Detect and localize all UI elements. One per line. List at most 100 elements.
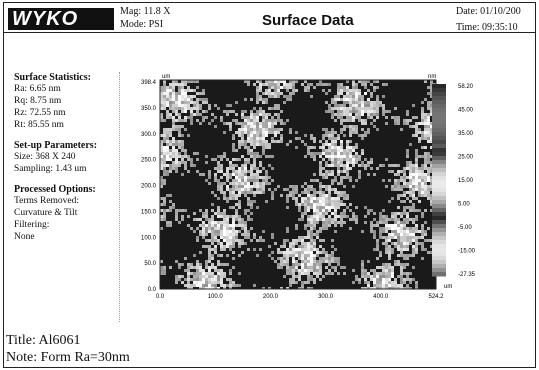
surface-pixel	[262, 119, 265, 122]
surface-pixel	[217, 164, 220, 167]
surface-pixel	[211, 284, 214, 287]
surface-pixel	[301, 197, 304, 200]
surface-pixel	[415, 128, 418, 131]
surface-pixel	[319, 239, 322, 242]
surface-pixel	[298, 209, 301, 212]
surface-pixel	[331, 221, 334, 224]
surface-pixel	[409, 254, 412, 257]
surface-pixel	[163, 212, 166, 215]
surface-pixel	[352, 95, 355, 98]
surface-pixel	[208, 182, 211, 185]
surface-pixel	[226, 218, 229, 221]
surface-pixel	[265, 113, 268, 116]
surface-pixel	[400, 230, 403, 233]
surface-pixel	[376, 242, 379, 245]
surface-pixel	[370, 92, 373, 95]
surface-pixel	[379, 287, 382, 289]
surface-pixel	[340, 200, 343, 203]
surface-pixel	[412, 164, 415, 167]
scale-tick-label: 5.00	[458, 202, 470, 208]
surface-pixel	[268, 254, 271, 257]
surface-pixel	[355, 113, 358, 116]
surface-pixel	[331, 200, 334, 203]
surface-pixel	[331, 116, 334, 119]
surface-pixel	[298, 206, 301, 209]
surface-pixel	[292, 80, 295, 83]
surface-pixel	[169, 98, 172, 101]
surface-pixel	[226, 215, 229, 218]
scale-band	[432, 176, 446, 181]
surface-pixel	[163, 218, 166, 221]
x-tick-label: 200.0	[263, 294, 279, 300]
surface-pixel	[343, 191, 346, 194]
surface-pixel	[232, 191, 235, 194]
surface-pixel	[262, 149, 265, 152]
surface-pixel	[235, 209, 238, 212]
surface-pixel	[226, 254, 229, 257]
y-tick-label: 250.0	[141, 158, 157, 164]
surface-pixel	[208, 251, 211, 254]
surface-pixel	[175, 167, 178, 170]
surface-pixel	[226, 200, 229, 203]
surface-pixel	[409, 233, 412, 236]
surface-pixel	[172, 155, 175, 158]
surface-pixel	[208, 287, 211, 289]
surface-map	[160, 80, 436, 289]
surface-pixel	[271, 233, 274, 236]
surface-pixel	[295, 80, 298, 83]
surface-pixel	[382, 164, 385, 167]
surface-pixel	[265, 125, 268, 128]
surface-pixel	[310, 257, 313, 260]
surface-pixel	[385, 269, 388, 272]
surface-pixel	[346, 194, 349, 197]
surface-pixel	[340, 212, 343, 215]
surface-pixel	[310, 146, 313, 149]
surface-pixel	[184, 80, 187, 83]
surface-pixel	[391, 275, 394, 278]
scale-band	[432, 92, 446, 97]
surface-pixel	[328, 83, 331, 86]
surface-pixel	[322, 185, 325, 188]
surface-pixel	[358, 278, 361, 281]
surface-pixel	[205, 110, 208, 113]
surface-pixel	[277, 116, 280, 119]
surface-pixel	[430, 164, 433, 167]
surface-pixel	[424, 248, 427, 251]
surface-pixel	[223, 239, 226, 242]
surface-pixel	[385, 227, 388, 230]
surface-pixel	[307, 287, 310, 289]
surface-pixel	[307, 263, 310, 266]
surface-pixel	[346, 89, 349, 92]
surface-pixel	[253, 134, 256, 137]
surface-pixel	[250, 152, 253, 155]
surface-pixel	[265, 176, 268, 179]
surface-pixel	[247, 128, 250, 131]
surface-pixel	[322, 275, 325, 278]
surface-pixel	[406, 221, 409, 224]
surface-pixel	[337, 257, 340, 260]
surface-pixel	[427, 251, 430, 254]
surface-pixel	[187, 263, 190, 266]
surface-pixel	[349, 92, 352, 95]
surface-pixel	[412, 278, 415, 281]
surface-pixel	[193, 152, 196, 155]
surface-pixel	[193, 113, 196, 116]
surface-pixel	[223, 131, 226, 134]
surface-pixel	[271, 80, 274, 83]
surface-pixel	[322, 203, 325, 206]
surface-pixel	[289, 284, 292, 287]
surface-pixel	[202, 173, 205, 176]
surface-pixel	[409, 188, 412, 191]
surface-pixel	[199, 281, 202, 284]
surface-pixel	[247, 236, 250, 239]
surface-pixel	[295, 89, 298, 92]
surface-pixel	[259, 107, 262, 110]
surface-pixel	[409, 179, 412, 182]
surface-pixel	[337, 104, 340, 107]
surface-pixel	[178, 107, 181, 110]
surface-pixel	[229, 287, 232, 289]
surface-pixel	[178, 263, 181, 266]
surface-pixel	[415, 236, 418, 239]
surface-pixel	[259, 140, 262, 143]
surface-pixel	[331, 197, 334, 200]
